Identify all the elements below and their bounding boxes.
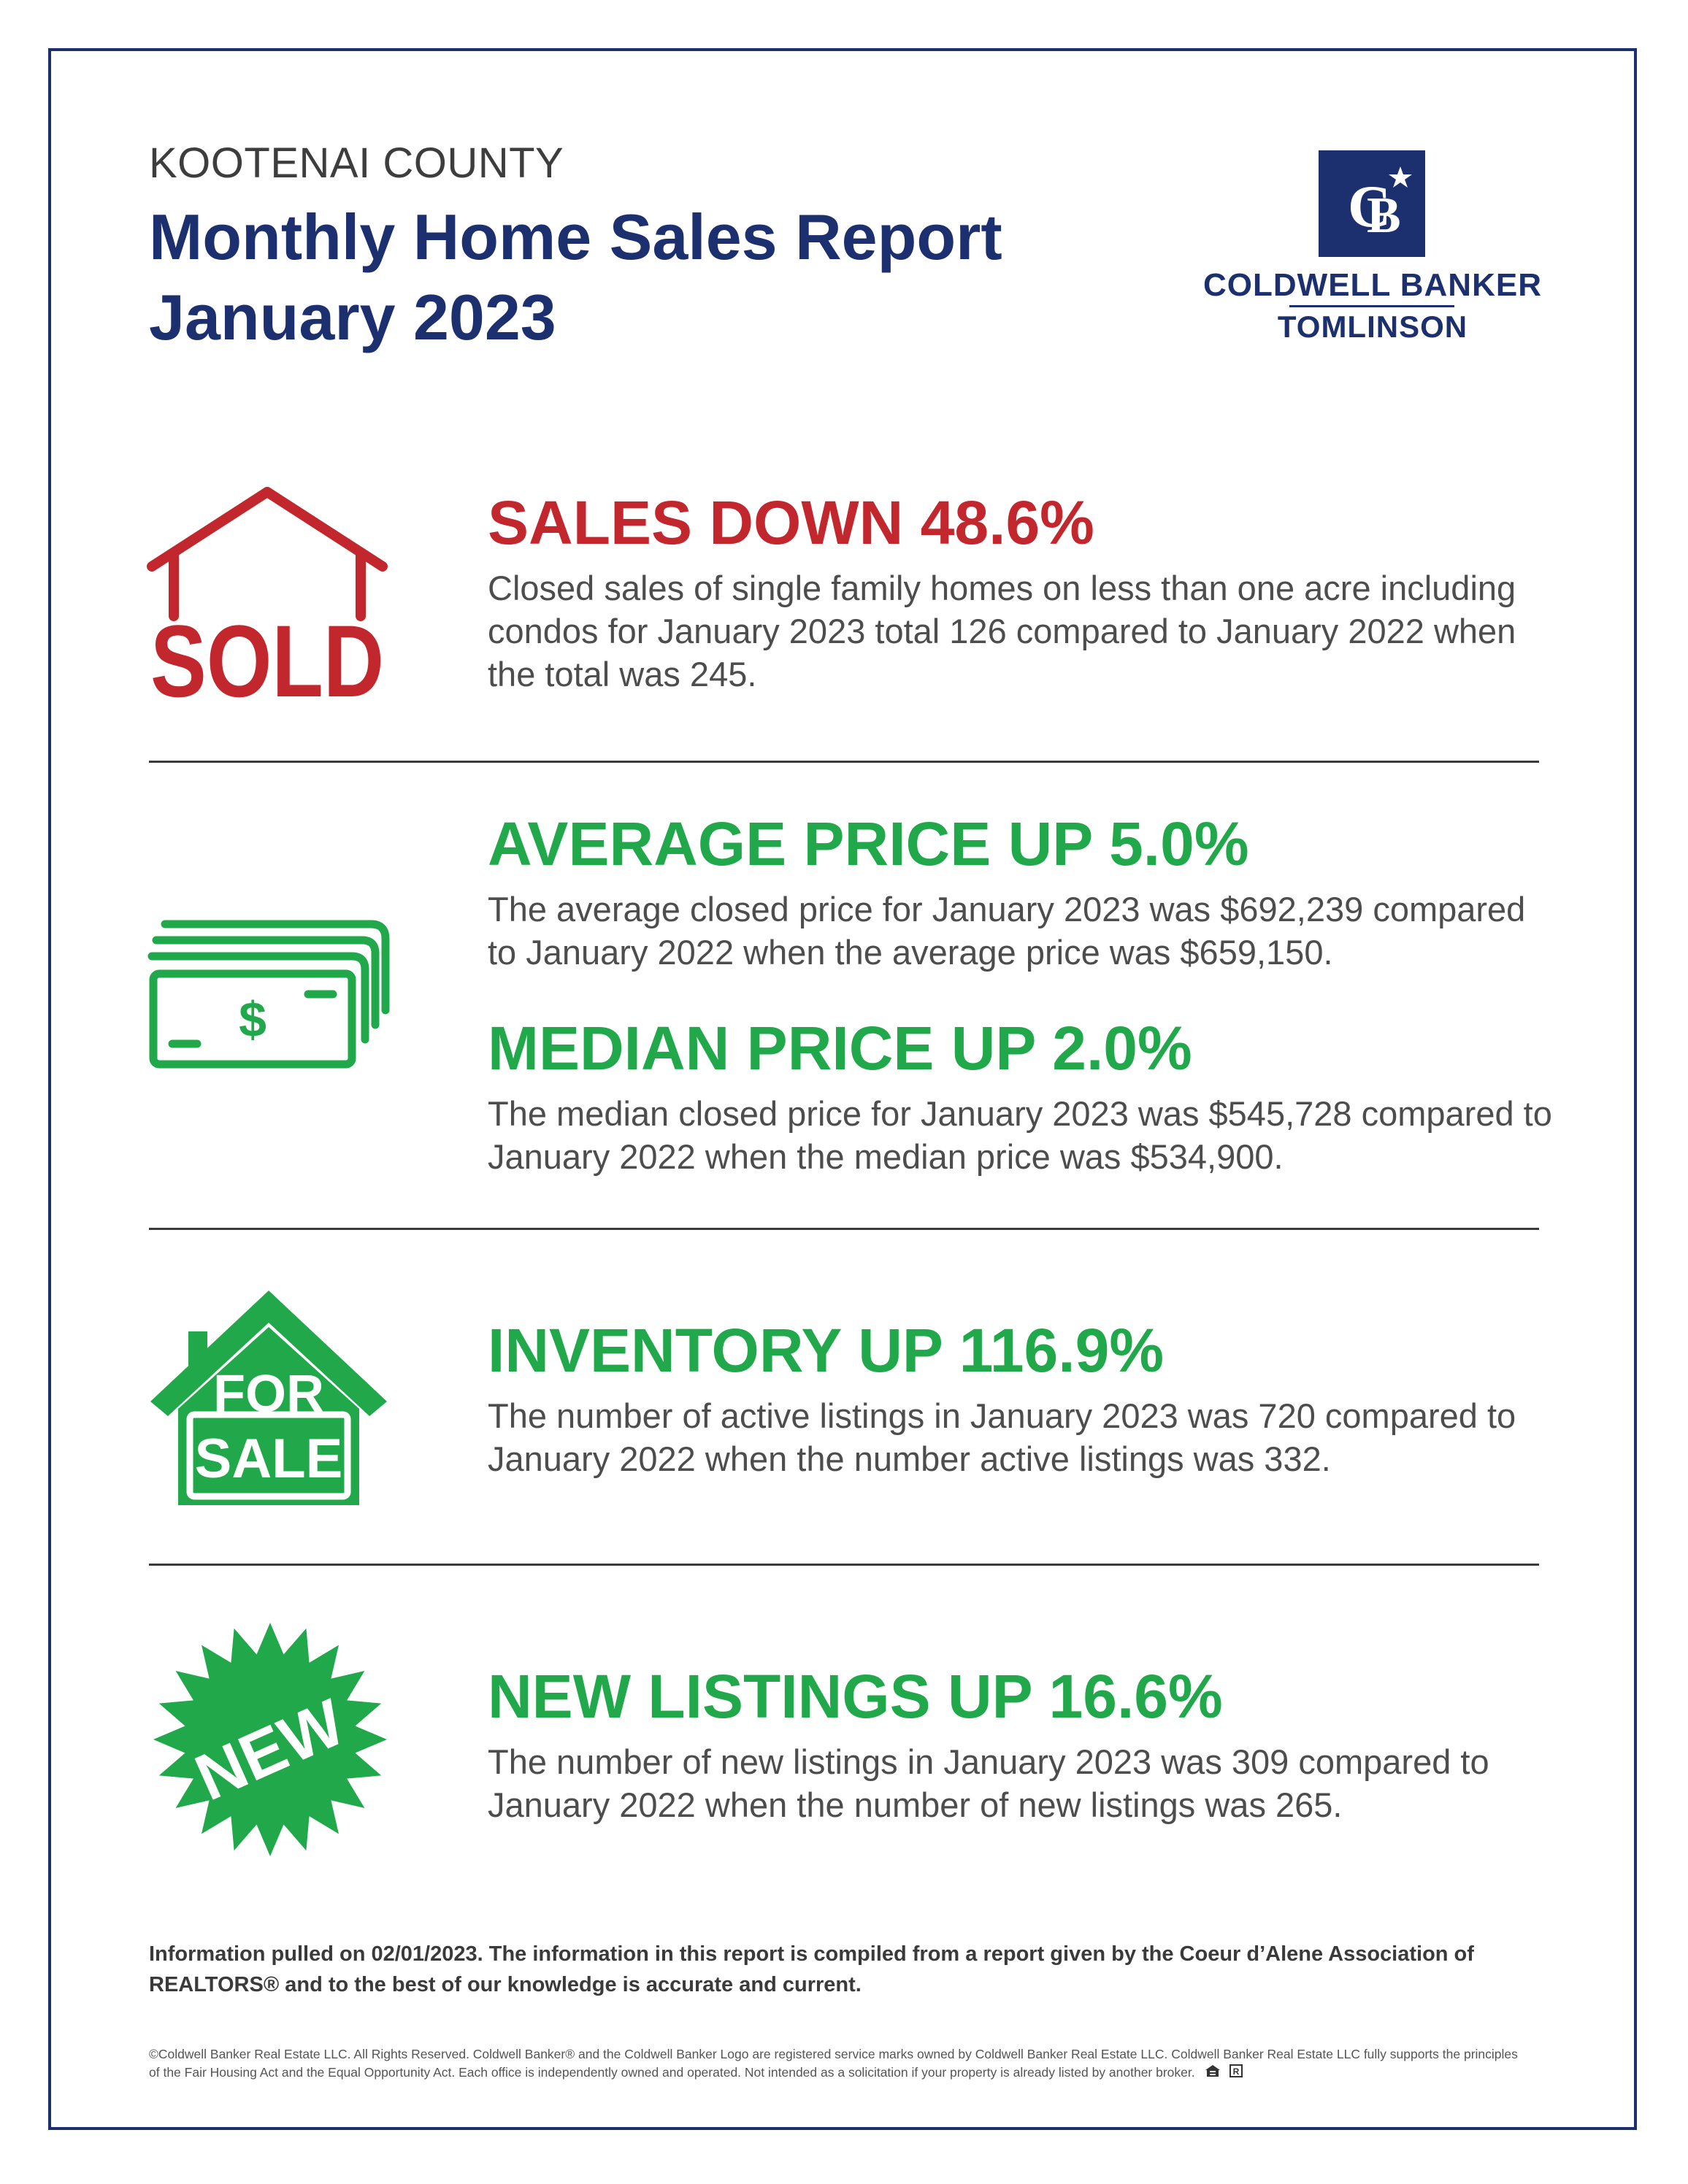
new-listings-body: The number of new listings in January 20… — [488, 1742, 1489, 1824]
realtor-icon: R — [1229, 2064, 1243, 2083]
sold-icon-text: SOLD — [150, 604, 384, 704]
svg-text:B: B — [1367, 188, 1401, 244]
logo-brand-name: COLDWELL BANKER — [1203, 267, 1542, 303]
new-starburst-icon: NEW — [145, 1622, 396, 1857]
equal-housing-icon — [1205, 2064, 1221, 2083]
legal-text: ©Coldwell Banker Real Estate LLC. All Ri… — [149, 2047, 1518, 2080]
money-icon-text: $ — [239, 992, 266, 1047]
page-border — [48, 48, 1637, 2130]
for-sale-icon-line2: SALE — [195, 1428, 343, 1490]
section-divider — [149, 1564, 1539, 1566]
title-line-2: January 2023 — [149, 281, 556, 353]
for-sale-house-icon: FOR SALE — [146, 1286, 394, 1510]
data-source-note: Information pulled on 02/01/2023. The in… — [149, 1942, 1474, 1996]
new-listings-headline: NEW LISTINGS UP 16.6% — [488, 1662, 1223, 1731]
inventory-body: The number of active listings in January… — [488, 1396, 1516, 1478]
money-stack-icon: $ — [146, 915, 394, 1070]
logo-divider — [1289, 305, 1454, 307]
county-label: KOOTENAI COUNTY — [149, 139, 564, 187]
average-price-headline: AVERAGE PRICE UP 5.0% — [488, 810, 1249, 878]
svg-text:C: C — [1348, 173, 1391, 239]
section-divider — [149, 1228, 1539, 1230]
average-price-body: The average closed price for January 202… — [488, 890, 1526, 972]
page-title: Monthly Home Sales Report January 2023 — [149, 197, 1002, 358]
sales-headline: SALES DOWN 48.6% — [488, 488, 1094, 557]
for-sale-icon-line1: FOR — [213, 1365, 324, 1423]
median-price-headline: MEDIAN PRICE UP 2.0% — [488, 1014, 1192, 1083]
legal-disclaimer: ©Coldwell Banker Real Estate LLC. All Ri… — [149, 2045, 1522, 2083]
logo-office-name: TOMLINSON — [1277, 309, 1468, 344]
coldwell-banker-logo-icon: C B — [1319, 150, 1425, 257]
svg-text:R: R — [1233, 2066, 1240, 2077]
sold-house-icon: SOLD — [146, 485, 391, 718]
median-price-body: The median closed price for January 2023… — [488, 1094, 1552, 1176]
section-divider — [149, 761, 1539, 763]
title-line-1: Monthly Home Sales Report — [149, 201, 1002, 273]
sales-body: Closed sales of single family homes on l… — [488, 569, 1516, 693]
inventory-headline: INVENTORY UP 116.9% — [488, 1316, 1165, 1385]
